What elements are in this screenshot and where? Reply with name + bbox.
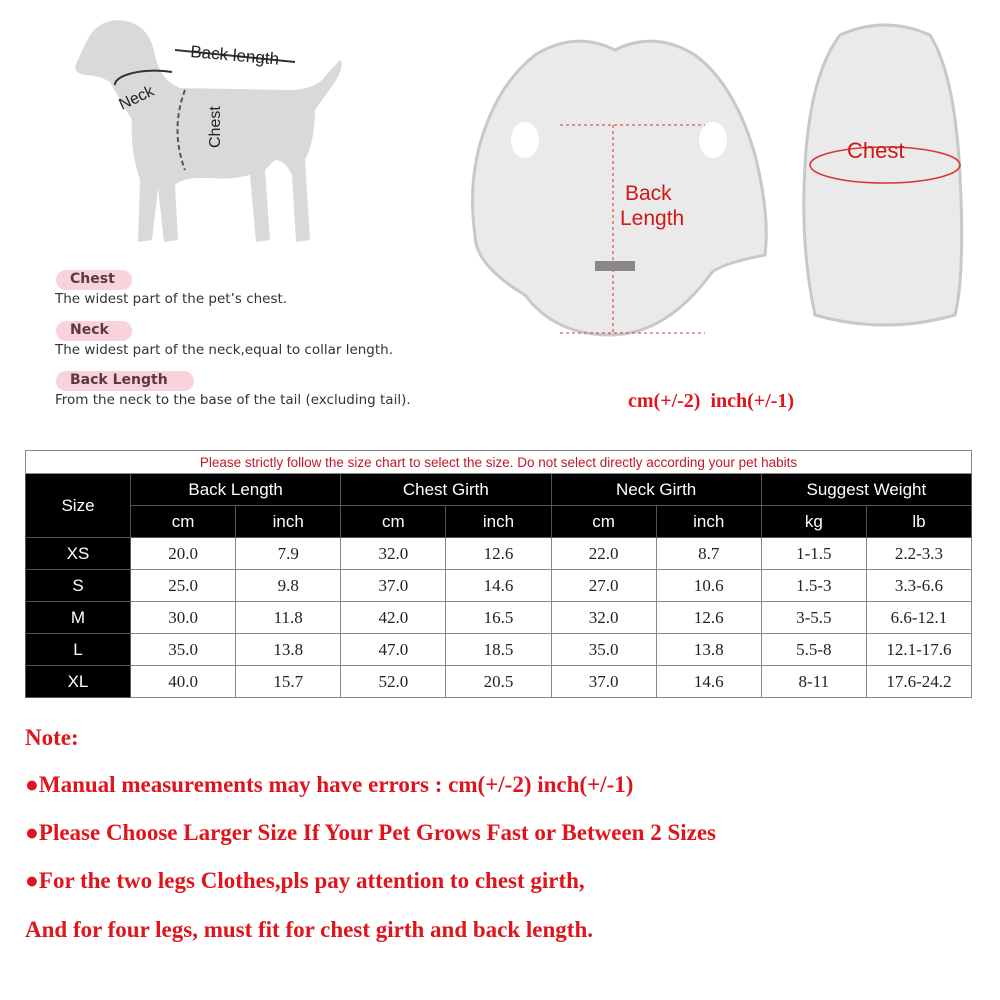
value-cell: 14.6 [655,665,762,698]
group-header: Neck Girth [550,473,762,506]
garment-label-chest: Chest [847,138,904,163]
value-cell: 13.8 [655,633,762,666]
garment-tag [595,261,635,271]
value-cell: 11.8 [235,601,342,634]
unit-header: cm [340,505,447,538]
value-cell: 42.0 [340,601,447,634]
value-cell: 8.7 [655,537,762,570]
value-cell: 12.1-17.6 [865,633,973,666]
value-cell: 30.0 [129,601,237,634]
size-chart-banner: Please strictly follow the size chart to… [25,450,972,474]
value-cell: 14.6 [445,569,552,602]
definition-term-back-length: Back Length [56,371,194,391]
table-row: L 35.0 13.8 47.0 18.5 35.0 13.8 5.5-8 12.1-17.6 [25,633,973,666]
dog-measurement-illustration: Back length Neck Chest [75,20,342,243]
value-cell: 7.9 [235,537,342,570]
size-cell: S [25,569,131,602]
group-header: Back Length [129,473,342,506]
value-cell: 16.5 [445,601,552,634]
unit-header: inch [655,505,762,538]
tolerance-label: cm(+/-2) inch(+/-1) [628,390,795,412]
table-row: XS 20.0 7.9 32.0 12.6 22.0 8.7 1-1.5 2.2-3.3 [25,537,973,570]
back-length-line [174,49,296,63]
table-row: XL 40.0 15.7 52.0 20.5 37.0 14.6 8-11 17.6-24.2 [25,665,973,698]
value-cell: 40.0 [129,665,237,698]
dog-silhouette [75,20,342,243]
definition-term-neck: Neck [56,321,132,341]
value-cell: 12.6 [655,601,762,634]
unit-header: lb [865,505,973,538]
value-cell: 5.5-8 [760,633,867,666]
group-header: Suggest Weight [760,473,973,506]
definition-text-neck: The widest part of the neck,equal to col… [55,342,394,358]
dog-label-back-length: Back length [190,42,280,69]
garment-label-length: Length [620,207,684,230]
value-cell: 52.0 [340,665,447,698]
value-cell: 18.5 [445,633,552,666]
value-cell: 9.8 [235,569,342,602]
value-cell: 37.0 [550,665,657,698]
value-cell: 37.0 [340,569,447,602]
note-line: ●Manual measurements may have errors : c… [25,772,634,797]
size-chart-table: Please strictly follow the size chart to… [25,450,973,698]
value-cell: 6.6-12.1 [865,601,973,634]
value-cell: 13.8 [235,633,342,666]
dog-label-chest: Chest [207,106,224,148]
size-column-header: Size [25,473,131,538]
value-cell: 35.0 [129,633,237,666]
unit-header: cm [550,505,657,538]
value-cell: 3.3-6.6 [865,569,973,602]
definition-text-back-length: From the neck to the base of the tail (e… [55,392,411,408]
value-cell: 20.5 [445,665,552,698]
size-cell: M [25,601,131,634]
value-cell: 1.5-3 [760,569,867,602]
value-cell: 35.0 [550,633,657,666]
value-cell: 12.6 [445,537,552,570]
table-row: M 30.0 11.8 42.0 16.5 32.0 12.6 3-5.5 6.6-12.1 [25,601,973,634]
garment-label-back: Back [625,182,672,205]
value-cell: 22.0 [550,537,657,570]
value-cell: 47.0 [340,633,447,666]
garment-back-view: Back Length [471,39,768,337]
note-line: ●For the two legs Clothes,pls pay attent… [25,868,585,893]
garment-side-view: Chest [802,23,964,327]
value-cell: 27.0 [550,569,657,602]
note-line: And for four legs, must fit for chest gi… [25,917,593,942]
value-cell: 2.2-3.3 [865,537,973,570]
definition-text-chest: The widest part of the pet’s chest. [55,291,288,307]
value-cell: 3-5.5 [760,601,867,634]
note-line: ●Please Choose Larger Size If Your Pet G… [25,820,716,845]
unit-header: inch [445,505,552,538]
notes-title: Note: [25,725,79,750]
value-cell: 1-1.5 [760,537,867,570]
table-row: S 25.0 9.8 37.0 14.6 27.0 10.6 1.5-3 3.3-6.6 [25,569,973,602]
value-cell: 17.6-24.2 [865,665,973,698]
value-cell: 25.0 [129,569,237,602]
value-cell: 15.7 [235,665,342,698]
value-cell: 10.6 [655,569,762,602]
unit-header: inch [235,505,342,538]
value-cell: 20.0 [129,537,237,570]
size-cell: XL [25,665,131,698]
group-header: Chest Girth [340,473,552,506]
unit-header: cm [129,505,237,538]
size-cell: XS [25,537,131,570]
value-cell: 32.0 [340,537,447,570]
size-cell: L [25,633,131,666]
unit-header: kg [760,505,867,538]
value-cell: 32.0 [550,601,657,634]
value-cell: 8-11 [760,665,867,698]
chest-arrow [176,89,186,171]
definition-term-chest: Chest [56,270,132,290]
neck-arrow [114,69,173,86]
